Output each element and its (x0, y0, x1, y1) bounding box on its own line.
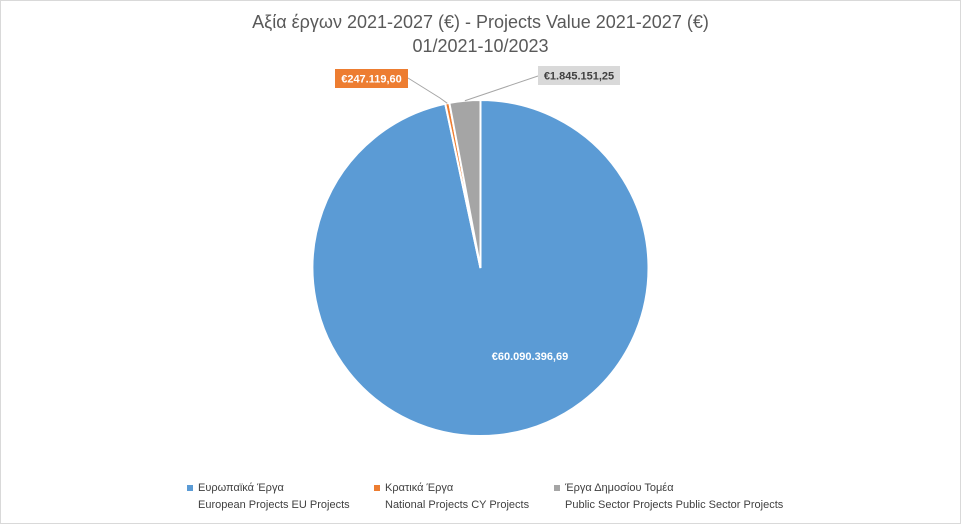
legend-swatch-european (187, 485, 193, 491)
data-label-national-leader-line (407, 77, 448, 104)
legend-label-european-english: European Projects EU Projects (198, 499, 350, 511)
legend-label-european-greek: Ευρωπαϊκά Έργα (198, 482, 284, 494)
legend-swatch-public-sector (554, 485, 560, 491)
legend-swatch-national (374, 485, 380, 491)
legend-item-public-sector: Έργα Δημοσίου Τομέα Public Sector Projec… (554, 480, 783, 514)
legend-item-national: Κρατικά Έργα National Projects CY Projec… (374, 480, 529, 514)
data-label-national: €247.119,60 (341, 74, 402, 86)
data-label-european: €60.090.396,69 (492, 351, 568, 363)
data-label-public-sector-leader-line (464, 75, 539, 102)
chart-title-block: Αξία έργων 2021-2027 (€) - Projects Valu… (0, 10, 961, 58)
data-label-public-sector: €1.845.151,25 (544, 71, 614, 83)
chart-title: Αξία έργων 2021-2027 (€) - Projects Valu… (252, 12, 709, 32)
legend-label-public-sector-greek: Έργα Δημοσίου Τομέα (565, 482, 674, 494)
data-label-national-box (335, 69, 408, 88)
chart-subtitle: 01/2021-10/2023 (412, 36, 549, 56)
legend-label-national-english: National Projects CY Projects (385, 499, 530, 511)
legend-label-public-sector-english: Public Sector Projects Public Sector Pro… (565, 499, 784, 511)
data-label-public-sector-box (538, 66, 620, 85)
legend-label-national-greek: Κρατικά Έργα (385, 482, 454, 494)
legend-item-european: Ευρωπαϊκά Έργα European Projects EU Proj… (187, 480, 350, 514)
